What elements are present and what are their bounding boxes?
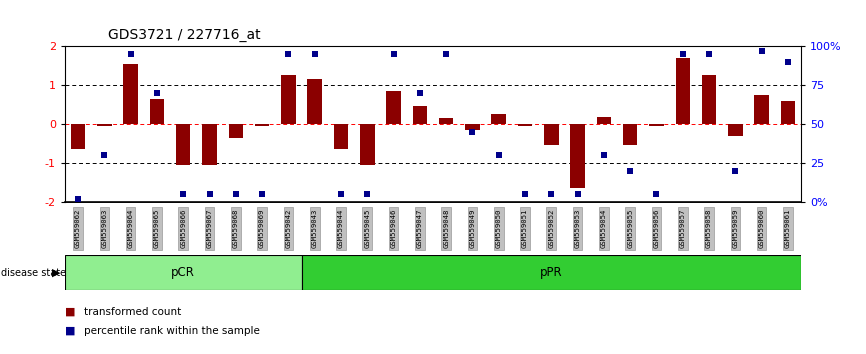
Text: percentile rank within the sample: percentile rank within the sample bbox=[84, 326, 260, 336]
Point bbox=[545, 191, 559, 197]
Text: GSM559067: GSM559067 bbox=[207, 209, 212, 248]
Point bbox=[518, 191, 532, 197]
Text: pCR: pCR bbox=[171, 266, 195, 279]
Text: GSM559046: GSM559046 bbox=[391, 209, 397, 248]
Text: GSM559066: GSM559066 bbox=[180, 209, 186, 248]
Text: pPR: pPR bbox=[540, 266, 563, 279]
Bar bbox=[307, 79, 322, 124]
Text: ■: ■ bbox=[65, 326, 75, 336]
Point bbox=[124, 51, 138, 57]
Bar bbox=[650, 124, 663, 126]
Point bbox=[571, 191, 585, 197]
Text: GSM559047: GSM559047 bbox=[417, 209, 423, 248]
Point bbox=[702, 51, 716, 57]
Bar bbox=[360, 124, 374, 165]
Point bbox=[728, 168, 742, 173]
Bar bbox=[754, 95, 769, 124]
Point bbox=[781, 59, 795, 64]
Point bbox=[281, 51, 295, 57]
Bar bbox=[124, 63, 138, 124]
Text: GSM559053: GSM559053 bbox=[575, 209, 580, 248]
Bar bbox=[675, 58, 690, 124]
Point bbox=[177, 191, 191, 197]
Point bbox=[754, 48, 768, 53]
Point bbox=[675, 51, 689, 57]
Point bbox=[360, 191, 374, 197]
Bar bbox=[623, 124, 637, 145]
Bar bbox=[518, 124, 533, 126]
Bar bbox=[571, 124, 585, 188]
Text: GSM559057: GSM559057 bbox=[680, 209, 686, 248]
Text: ▶: ▶ bbox=[52, 268, 61, 278]
Bar bbox=[65, 255, 301, 290]
Text: ■: ■ bbox=[65, 307, 75, 316]
Point bbox=[597, 152, 611, 158]
Bar bbox=[544, 124, 559, 145]
Point bbox=[334, 191, 348, 197]
Text: disease state: disease state bbox=[1, 268, 66, 278]
Point bbox=[98, 152, 112, 158]
Text: transformed count: transformed count bbox=[84, 307, 181, 316]
Point bbox=[255, 191, 269, 197]
Point bbox=[466, 129, 480, 135]
Bar bbox=[301, 255, 801, 290]
Text: GSM559054: GSM559054 bbox=[601, 209, 607, 248]
Text: GSM559043: GSM559043 bbox=[312, 209, 318, 248]
Bar bbox=[203, 124, 216, 165]
Text: GSM559065: GSM559065 bbox=[154, 209, 160, 248]
Bar bbox=[97, 124, 112, 126]
Text: GDS3721 / 227716_at: GDS3721 / 227716_at bbox=[108, 28, 261, 42]
Point bbox=[71, 196, 85, 201]
Text: GSM559064: GSM559064 bbox=[127, 209, 133, 248]
Point bbox=[413, 90, 427, 96]
Point bbox=[439, 51, 453, 57]
Point bbox=[624, 168, 637, 173]
Text: GSM559063: GSM559063 bbox=[101, 209, 107, 248]
Text: GSM559055: GSM559055 bbox=[627, 209, 633, 248]
Text: GSM559059: GSM559059 bbox=[733, 209, 739, 248]
Text: GSM559061: GSM559061 bbox=[785, 209, 791, 248]
Bar bbox=[71, 124, 86, 149]
Text: GSM559062: GSM559062 bbox=[75, 209, 81, 248]
Bar bbox=[728, 124, 742, 136]
Bar bbox=[439, 118, 454, 124]
Point bbox=[386, 51, 400, 57]
Point bbox=[307, 51, 321, 57]
Bar bbox=[281, 75, 295, 124]
Text: GSM559056: GSM559056 bbox=[654, 209, 659, 248]
Text: GSM559045: GSM559045 bbox=[365, 209, 371, 248]
Bar bbox=[465, 124, 480, 130]
Text: GSM559048: GSM559048 bbox=[443, 209, 449, 248]
Bar bbox=[333, 124, 348, 149]
Text: GSM559051: GSM559051 bbox=[522, 209, 528, 248]
Text: GSM559069: GSM559069 bbox=[259, 209, 265, 248]
Point bbox=[150, 90, 164, 96]
Bar bbox=[701, 75, 716, 124]
Bar bbox=[412, 106, 427, 124]
Bar bbox=[386, 91, 401, 124]
Bar bbox=[255, 124, 269, 126]
Text: GSM559068: GSM559068 bbox=[233, 209, 239, 248]
Bar bbox=[780, 101, 795, 124]
Text: GSM559052: GSM559052 bbox=[548, 209, 554, 248]
Bar bbox=[492, 114, 506, 124]
Bar bbox=[150, 98, 165, 124]
Point bbox=[203, 191, 216, 197]
Text: GSM559049: GSM559049 bbox=[469, 209, 475, 248]
Bar bbox=[597, 117, 611, 124]
Text: GSM559042: GSM559042 bbox=[286, 209, 291, 248]
Bar bbox=[176, 124, 191, 165]
Text: GSM559044: GSM559044 bbox=[338, 209, 344, 248]
Bar bbox=[229, 124, 243, 137]
Point bbox=[229, 191, 242, 197]
Text: GSM559060: GSM559060 bbox=[759, 209, 765, 248]
Text: GSM559050: GSM559050 bbox=[495, 209, 501, 248]
Text: GSM559058: GSM559058 bbox=[706, 209, 712, 248]
Point bbox=[492, 152, 506, 158]
Point bbox=[650, 191, 663, 197]
